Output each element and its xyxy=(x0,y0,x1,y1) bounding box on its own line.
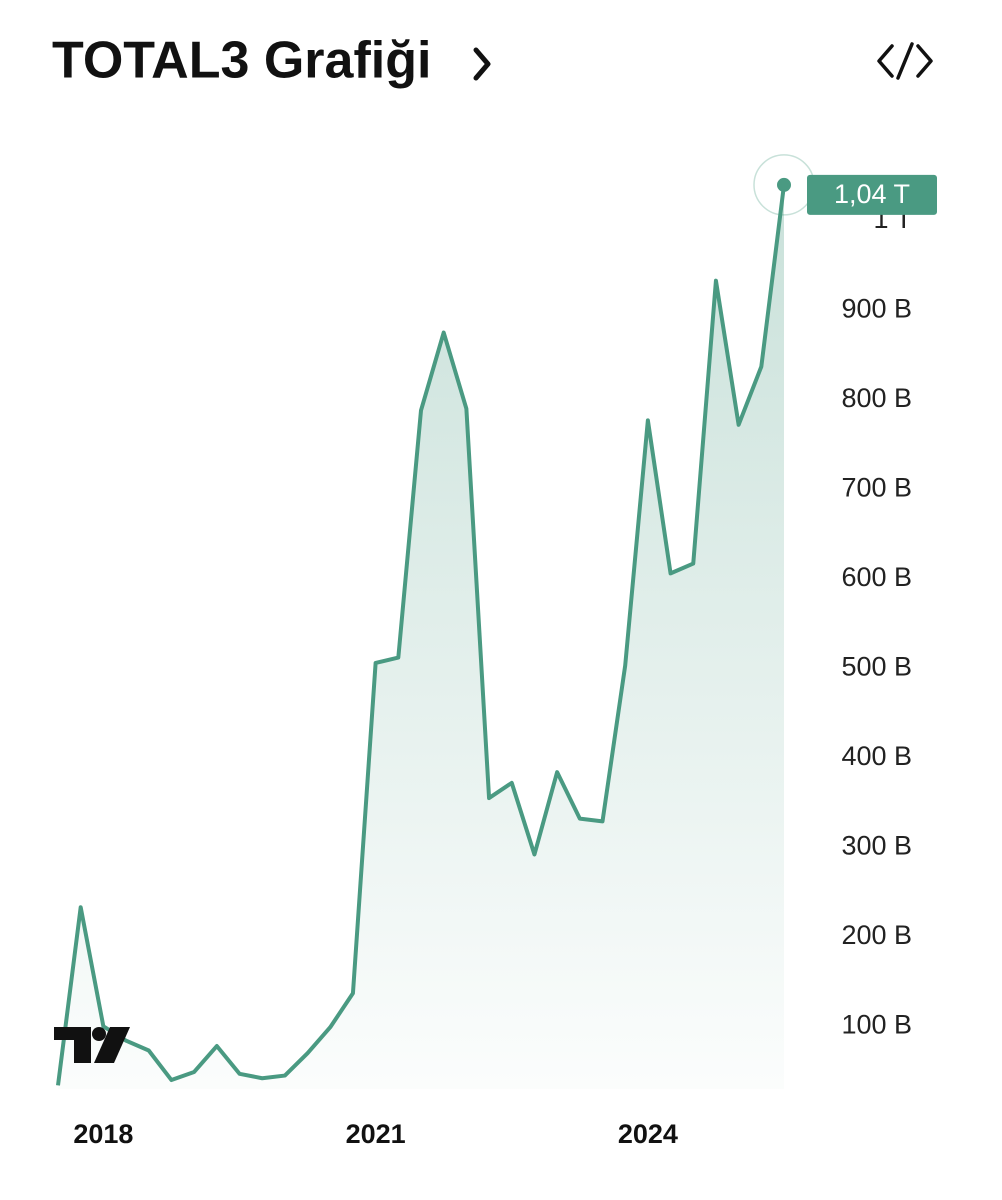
y-tick-label: 600 B xyxy=(841,562,912,592)
y-tick-label: 900 B xyxy=(841,293,912,323)
y-tick-label: 400 B xyxy=(841,741,912,771)
line xyxy=(56,184,786,1086)
y-tick-label: 700 B xyxy=(841,472,912,502)
y-tick-label: 800 B xyxy=(841,383,912,413)
x-tick-label: 2018 xyxy=(73,1119,133,1149)
y-tick-label: 500 B xyxy=(841,651,912,681)
chevron[interactable] xyxy=(473,47,491,81)
price-badge xyxy=(807,174,937,215)
chart-title[interactable]: TOTAL3 Grafiği xyxy=(52,32,431,90)
x-tick-label: 2024 xyxy=(618,1119,678,1149)
last-point xyxy=(777,177,791,192)
price-label: 1,04 T xyxy=(834,179,910,209)
plot-area: 100 B 200 B 300 B 400 B 500 B 600 B 700 B 800 B… xyxy=(56,154,937,1149)
y-tick-label: 200 B xyxy=(841,920,912,950)
tradingview-logo xyxy=(54,1027,130,1063)
y-tick-label: 300 B xyxy=(841,830,912,860)
x-tick-label: 2021 xyxy=(346,1119,406,1149)
embed-icon[interactable] xyxy=(877,42,933,80)
y-tick-label: 100 B xyxy=(841,1009,912,1039)
area xyxy=(58,184,784,1090)
